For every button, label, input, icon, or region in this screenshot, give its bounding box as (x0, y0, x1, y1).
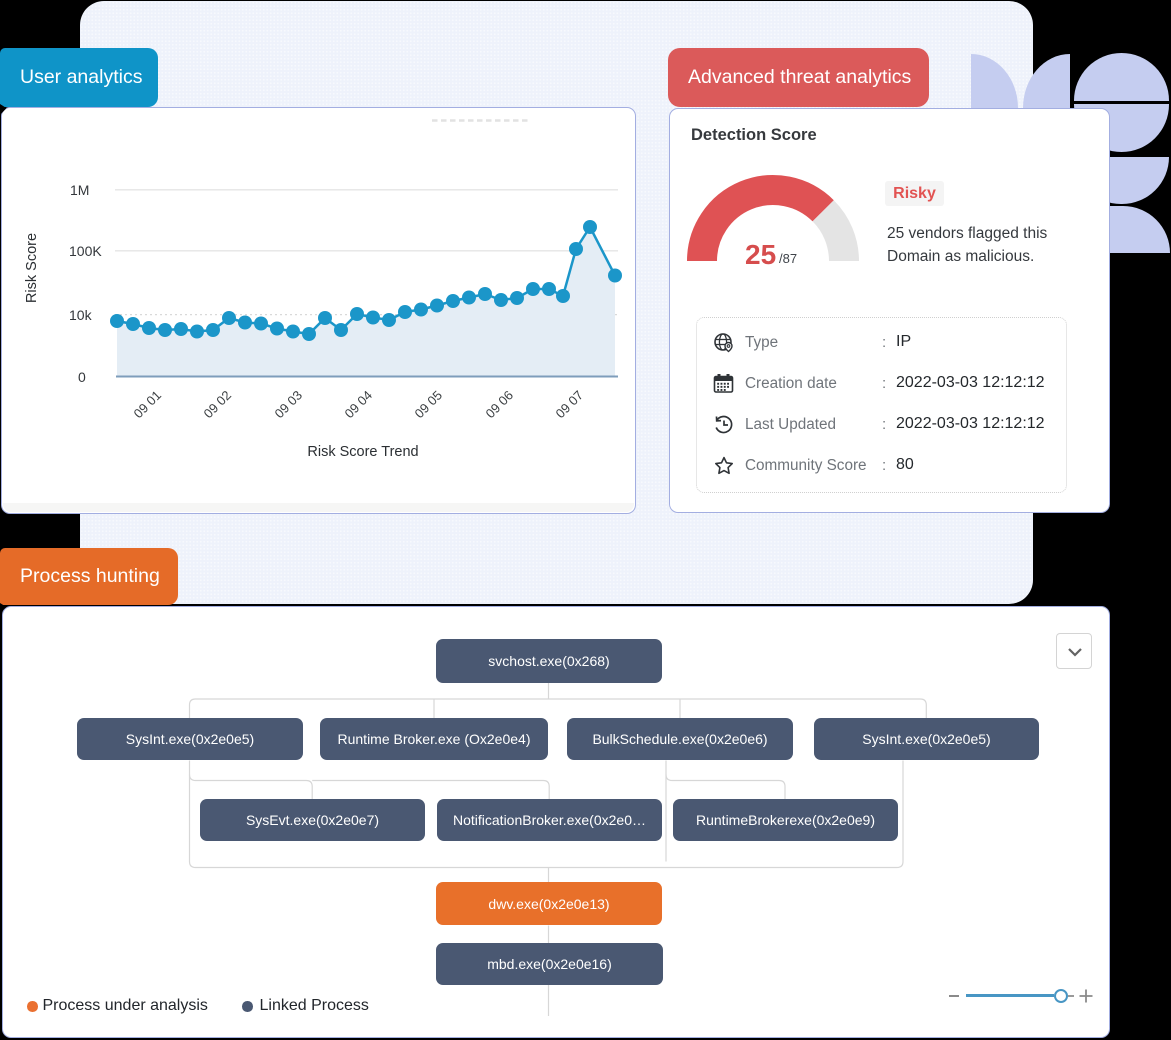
svg-text:09 07: 09 07 (553, 388, 587, 422)
svg-text:1M: 1M (70, 182, 89, 198)
svg-text:Risk Score Trend: Risk Score Trend (307, 444, 418, 460)
svg-text:100K: 100K (69, 243, 102, 259)
svg-text:0: 0 (78, 369, 86, 385)
svg-text:Risk Score: Risk Score (24, 233, 40, 303)
svg-text:09 01: 09 01 (131, 388, 165, 422)
svg-text:09 02: 09 02 (201, 388, 235, 422)
svg-text:09 03: 09 03 (272, 388, 306, 422)
svg-text:10k: 10k (69, 307, 93, 323)
svg-text:09 04: 09 04 (342, 388, 376, 422)
svg-text:09 06: 09 06 (483, 388, 517, 422)
svg-text:09 05: 09 05 (412, 388, 446, 422)
